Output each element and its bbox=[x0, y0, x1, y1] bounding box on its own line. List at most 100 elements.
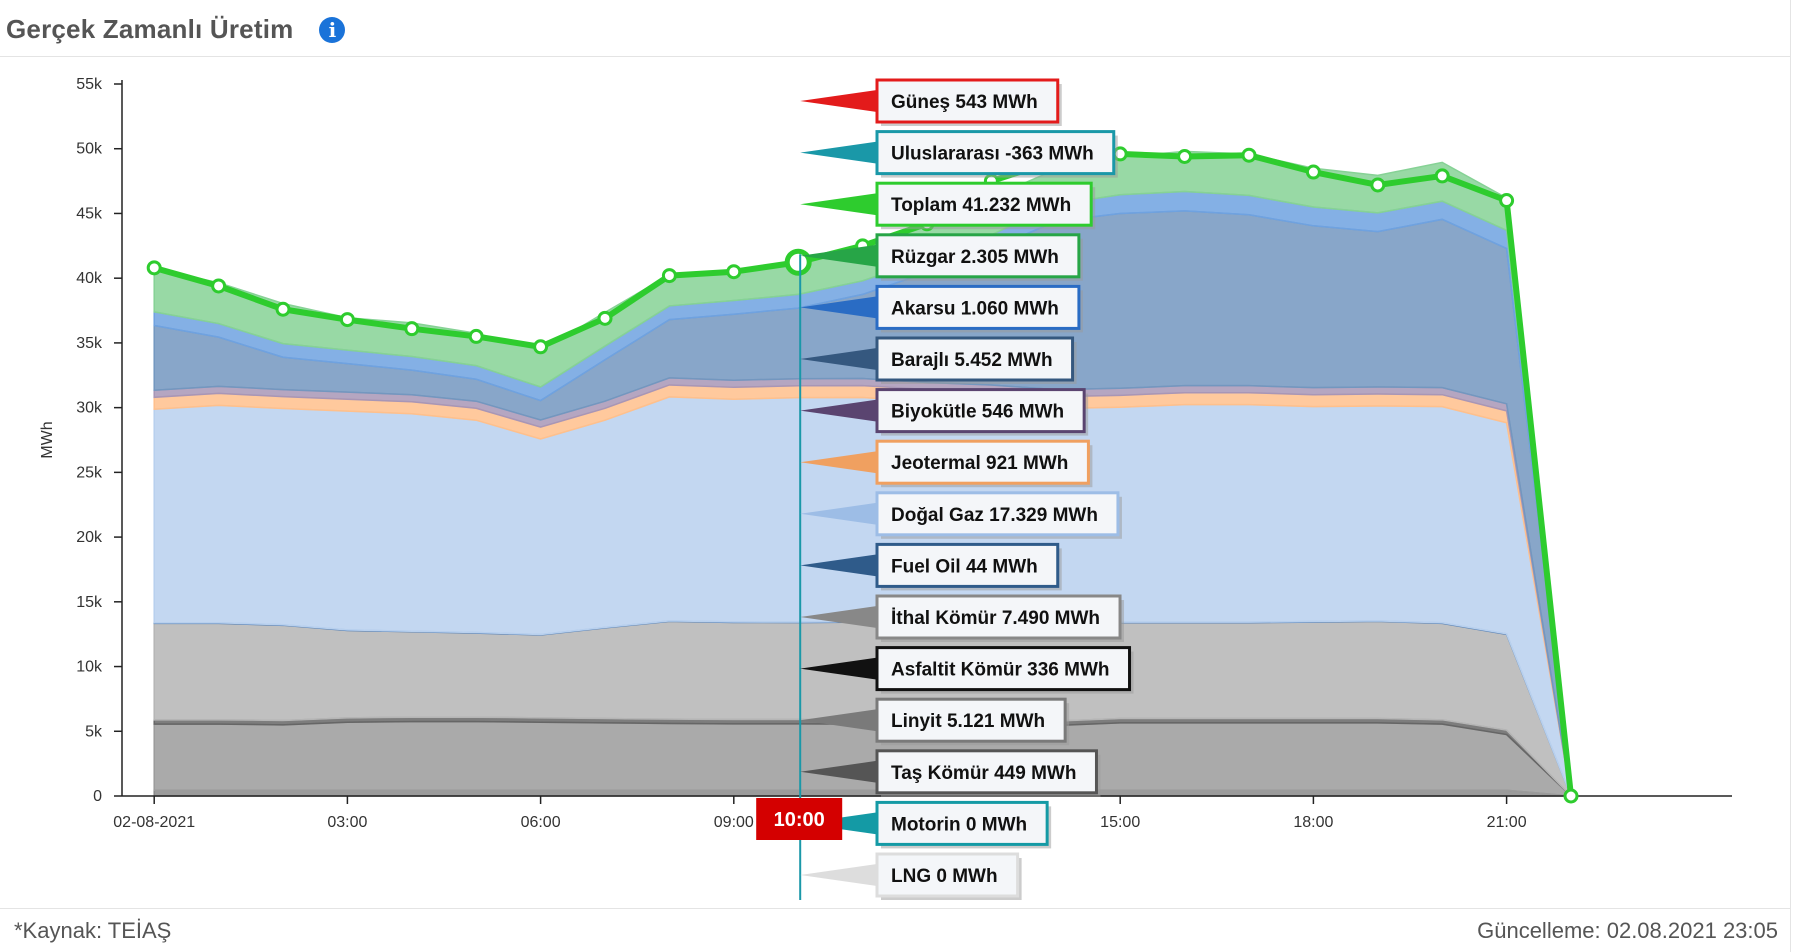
tooltip-row-dogal-gaz: Doğal Gaz 17.329 MWh bbox=[800, 491, 1122, 539]
y-tick-label: 30k bbox=[76, 400, 103, 417]
total-point bbox=[726, 264, 742, 280]
tooltip-row-toplam: Toplam 41.232 MWh bbox=[800, 181, 1096, 230]
tooltip-label: Jeotermal 921 MWh bbox=[891, 453, 1068, 474]
area-tas-komur bbox=[153, 789, 1572, 797]
tooltip-pointer bbox=[800, 193, 877, 216]
tooltip-label: İthal Kömür 7.490 MWh bbox=[891, 608, 1100, 629]
x-tick-label: 06:00 bbox=[521, 814, 561, 831]
tooltip-box bbox=[875, 749, 1098, 795]
total-point bbox=[784, 248, 812, 276]
x-tick-label: 21:00 bbox=[1487, 814, 1527, 831]
tooltip-label: Güneş 543 MWh bbox=[891, 92, 1038, 113]
tooltip-label: Asfaltit Kömür 336 MWh bbox=[891, 660, 1110, 681]
tooltip-row-fuel-oil: Fuel Oil 44 MWh bbox=[800, 542, 1062, 591]
tooltip-pointer bbox=[800, 502, 877, 525]
tooltip-row-asfaltit-komur: Asfaltit Kömür 336 MWh bbox=[800, 646, 1134, 694]
total-point bbox=[1370, 177, 1386, 193]
tooltip-pointer bbox=[800, 606, 877, 628]
total-point bbox=[533, 339, 549, 355]
tooltip-label: Akarsu 1.060 MWh bbox=[891, 298, 1059, 319]
total-point bbox=[275, 301, 291, 317]
time-badge: 10:00 bbox=[756, 798, 843, 840]
tooltip-row-gunes: Güneş 543 MWh bbox=[800, 78, 1062, 126]
total-point bbox=[1563, 788, 1579, 804]
tooltip-box bbox=[875, 852, 1020, 898]
tooltip-pointer bbox=[800, 141, 877, 164]
tooltip-label: Toplam 41.232 MWh bbox=[891, 195, 1071, 216]
tooltip-pointer bbox=[800, 554, 877, 577]
page-title: Gerçek Zamanlı Üretim bbox=[6, 14, 294, 44]
x-tick-label: 09:00 bbox=[714, 814, 754, 831]
footer-divider bbox=[0, 908, 1790, 909]
y-tick-label: 45k bbox=[76, 205, 103, 222]
tooltip-row-linyit: Linyit 5.121 MWh bbox=[800, 697, 1070, 746]
total-point bbox=[468, 328, 484, 344]
tooltip-pointer bbox=[800, 657, 877, 680]
y-tick-label: 55k bbox=[76, 76, 103, 93]
y-axis-label: MWh bbox=[39, 421, 56, 458]
total-point bbox=[661, 268, 677, 284]
x-tick-label: 02-08-2021 bbox=[113, 814, 195, 831]
tooltip-row-akarsu: Akarsu 1.060 MWh bbox=[800, 284, 1083, 333]
total-point bbox=[339, 312, 355, 328]
tooltip-pointer bbox=[800, 760, 877, 783]
total-point bbox=[1177, 148, 1193, 164]
tooltip-box bbox=[875, 646, 1132, 692]
y-tick-label: 10k bbox=[76, 659, 103, 676]
tooltip-label: Motorin 0 MWh bbox=[891, 814, 1027, 835]
source-note: *Kaynak: TEİAŞ bbox=[14, 918, 172, 943]
x-tick-label: 18:00 bbox=[1293, 814, 1333, 831]
x-tick-label: 15:00 bbox=[1100, 814, 1140, 831]
chart-axes: 0 5k 10k 15k 20k 25k 30k 35k 40k 45k 50k 55k 02-08-2… bbox=[39, 76, 1732, 831]
y-tick-label: 25k bbox=[76, 464, 103, 481]
tooltip-box bbox=[875, 284, 1081, 330]
total-point bbox=[146, 260, 162, 276]
tooltip-box bbox=[875, 336, 1075, 382]
tooltip-box bbox=[875, 78, 1060, 124]
time-badge-label: 10:00 bbox=[774, 809, 825, 831]
total-point bbox=[1241, 147, 1257, 163]
total-point bbox=[404, 321, 420, 337]
tooltip-pointer bbox=[800, 709, 877, 732]
tooltip-pointer bbox=[800, 244, 877, 267]
x-tick-label: 03:00 bbox=[327, 814, 367, 831]
tooltip-row-jeotermal: Jeotermal 921 MWh bbox=[800, 439, 1093, 488]
tooltip-label: Biyokütle 546 MWh bbox=[891, 402, 1064, 423]
total-point bbox=[597, 310, 613, 326]
y-tick-label: 0 bbox=[93, 788, 102, 805]
tooltip-label: Doğal Gaz 17.329 MWh bbox=[891, 505, 1098, 526]
tooltip-row-ruzgar: Rüzgar 2.305 MWh bbox=[800, 233, 1083, 281]
time-badge-bg bbox=[756, 798, 843, 840]
header-divider bbox=[0, 56, 1790, 57]
tooltip-row-motorin: Motorin 0 MWh bbox=[800, 800, 1052, 849]
tooltip-label: Barajlı 5.452 MWh bbox=[891, 350, 1053, 371]
tooltip-pointer bbox=[800, 864, 877, 886]
tooltip-box bbox=[875, 800, 1049, 846]
hover-tooltip: Güneş 543 MWh Uluslararası -363 MWh Toplam… bbox=[756, 78, 1134, 900]
chart-header: Gerçek Zamanlı Üretim i bbox=[6, 14, 346, 45]
tooltip-label: Taş Kömür 449 MWh bbox=[891, 763, 1076, 784]
tooltip-pointer bbox=[800, 90, 877, 112]
y-tick-label: 35k bbox=[76, 335, 103, 352]
total-point bbox=[1305, 164, 1321, 180]
total-point bbox=[1499, 193, 1515, 209]
total-point bbox=[1434, 168, 1450, 184]
tooltip-pointer bbox=[800, 399, 877, 422]
tooltip-label: Linyit 5.121 MWh bbox=[891, 711, 1045, 732]
y-tick-label: 5k bbox=[85, 723, 103, 740]
total-point bbox=[211, 278, 227, 294]
tooltip-box bbox=[875, 491, 1120, 537]
y-tick-label: 15k bbox=[76, 594, 103, 611]
production-chart[interactable]: 0 5k 10k 15k 20k 25k 30k 35k 40k 45k 50k 55k 02-08-2… bbox=[0, 0, 1790, 905]
tooltip-row-tas-komur: Taş Kömür 449 MWh bbox=[800, 749, 1101, 797]
tooltip-pointer bbox=[800, 348, 877, 370]
tooltip-pointer bbox=[800, 451, 877, 474]
tooltip-label: Fuel Oil 44 MWh bbox=[891, 556, 1038, 577]
tooltip-box bbox=[875, 388, 1086, 434]
info-icon[interactable]: i bbox=[319, 16, 346, 43]
tooltip-row-lng: LNG 0 MWh bbox=[800, 852, 1022, 900]
tooltip-label: Uluslararası -363 MWh bbox=[891, 144, 1094, 165]
tooltip-box bbox=[875, 439, 1090, 485]
right-border bbox=[1790, 0, 1791, 952]
updated-timestamp: Güncelleme: 02.08.2021 23:05 bbox=[1477, 918, 1778, 943]
